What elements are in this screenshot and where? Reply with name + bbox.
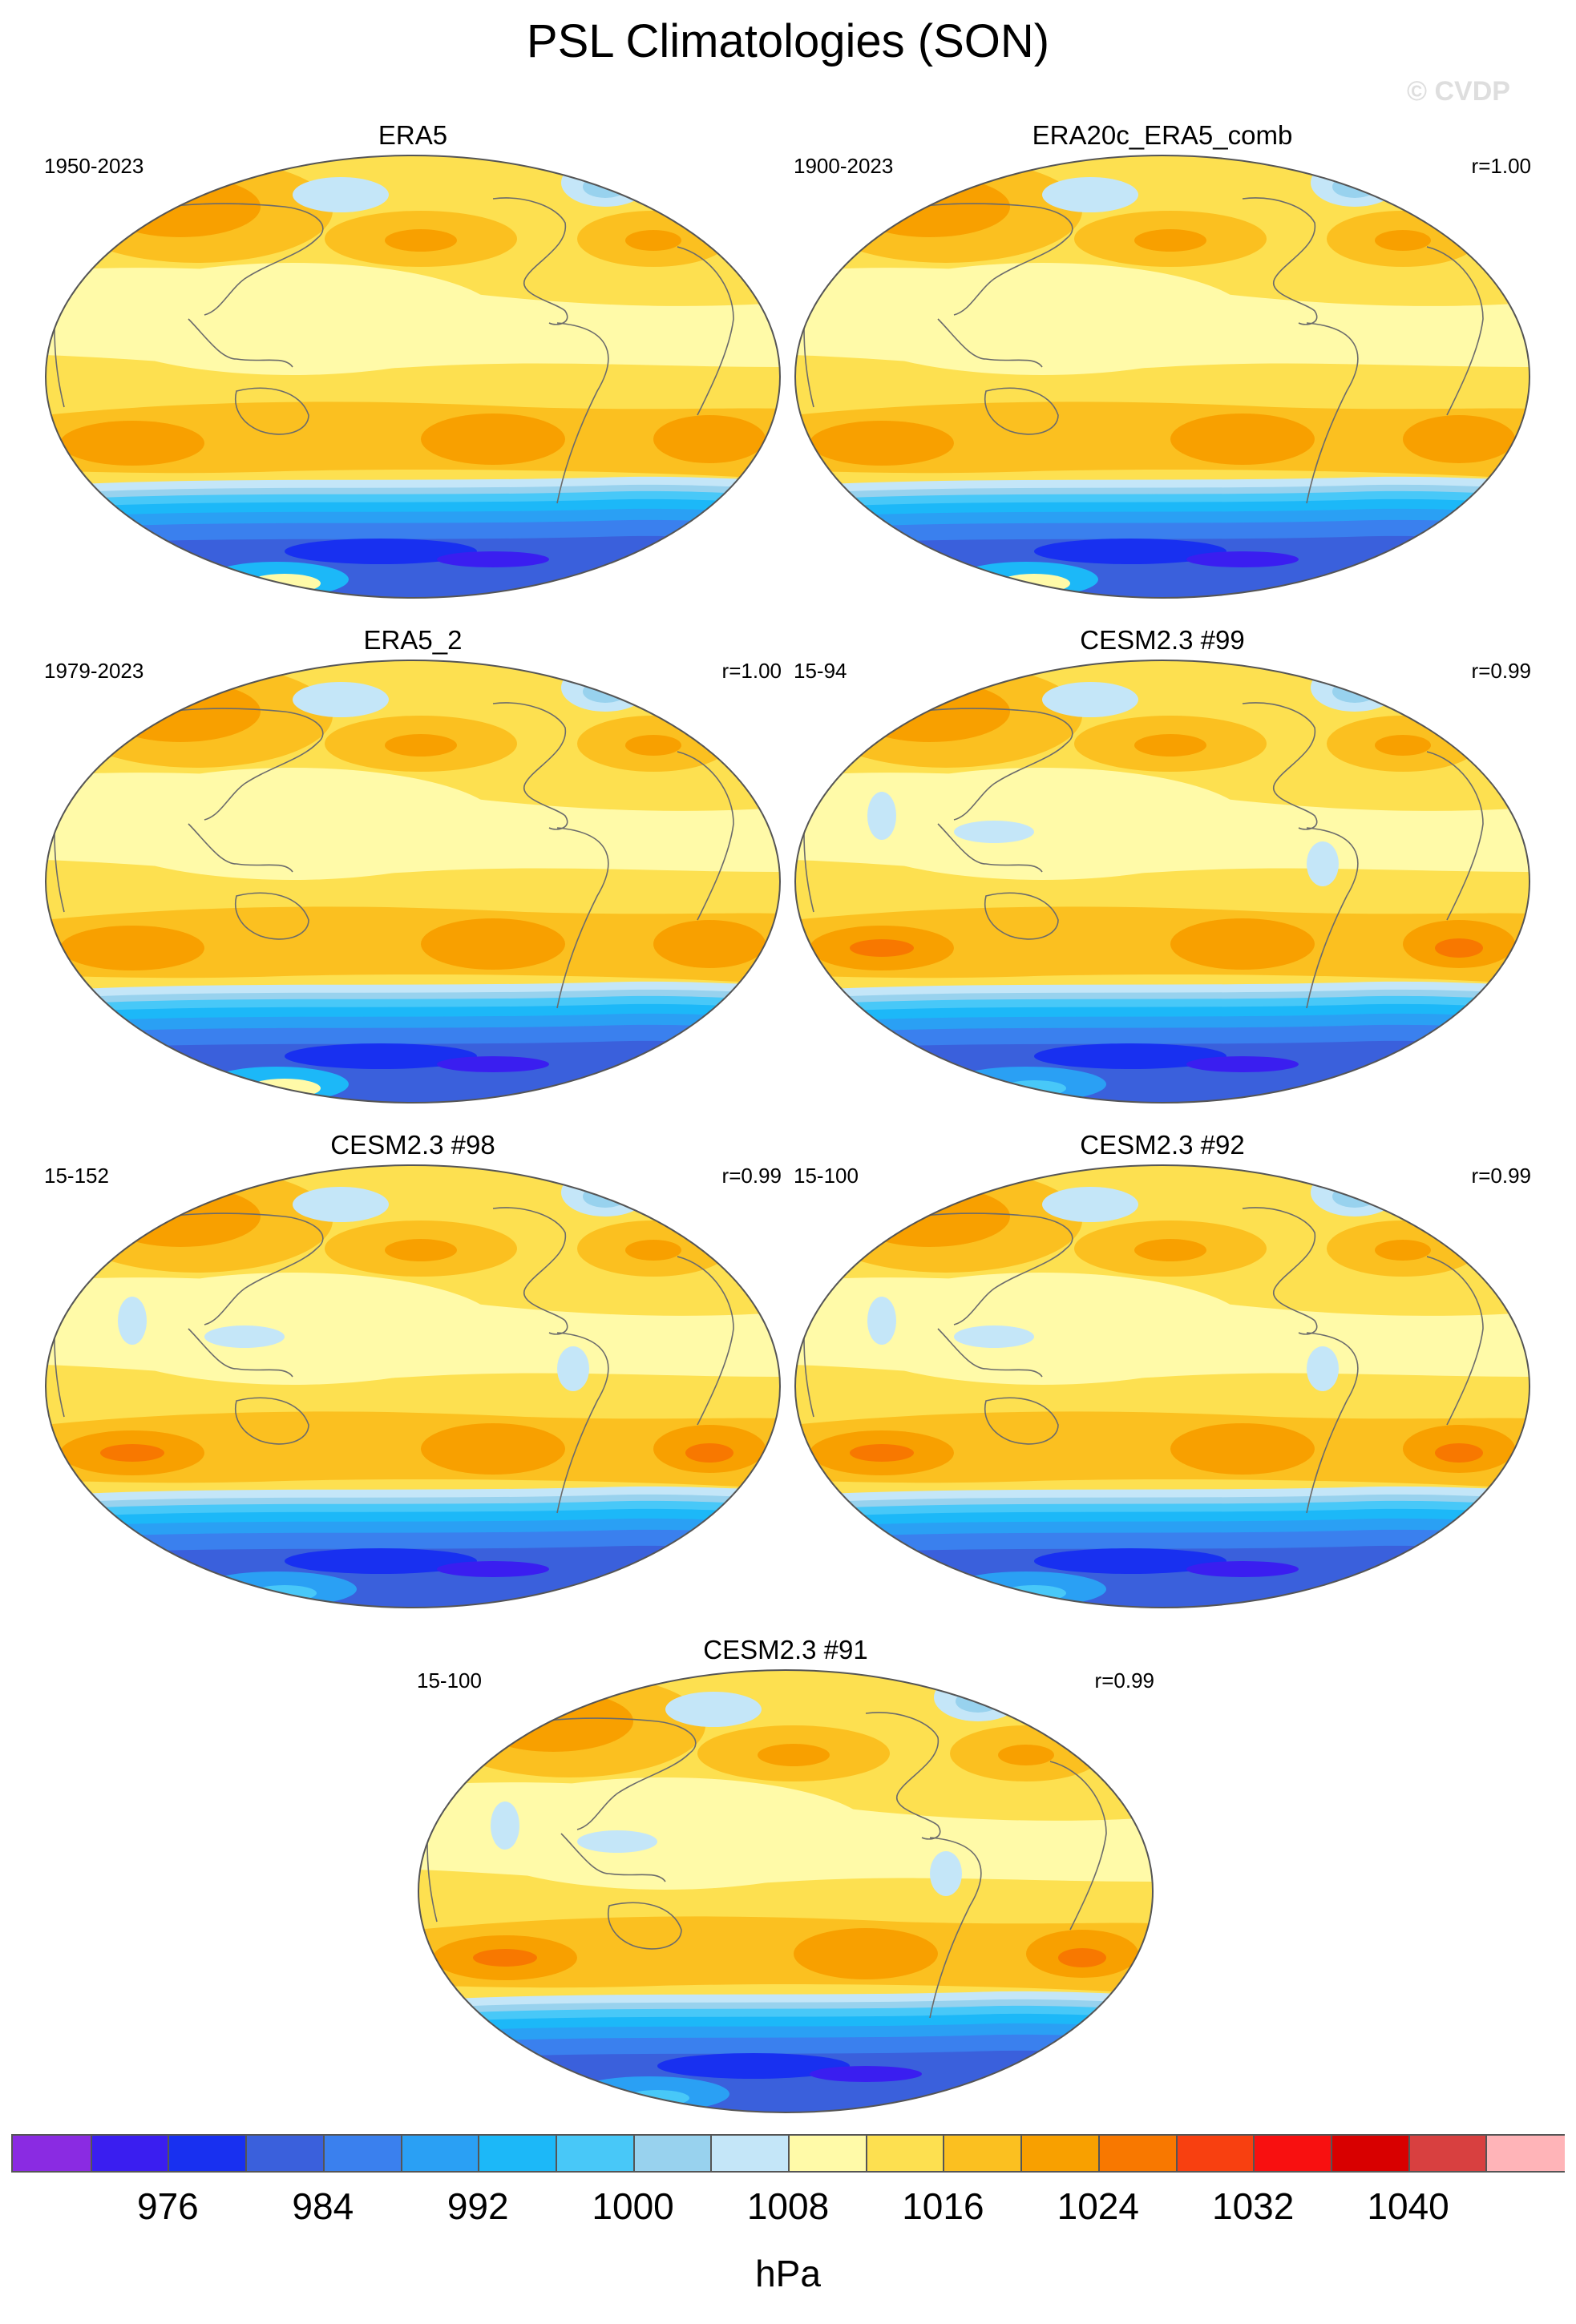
colorbar-tick-label: 1024 — [1057, 2185, 1139, 2227]
panel-period: 1979-2023 — [44, 659, 144, 683]
colorbar-tick-label: 1016 — [902, 2185, 984, 2227]
psl-map — [45, 155, 781, 599]
colorbar-segment — [168, 2136, 248, 2171]
psl-map — [794, 1164, 1530, 1608]
colorbar-segment — [245, 2136, 325, 2171]
colorbar-segment — [555, 2136, 636, 2171]
panel-correlation: r=0.99 — [1471, 659, 1531, 683]
panel-correlation: r=1.00 — [721, 659, 782, 683]
colorbar-segment — [1485, 2136, 1566, 2171]
colorbar-tick-label: 992 — [447, 2185, 509, 2227]
colorbar-segment — [943, 2136, 1023, 2171]
psl-map — [418, 1669, 1154, 2113]
panel-title: CESM2.3 #98 — [330, 1130, 495, 1160]
colorbar-segment — [400, 2136, 480, 2171]
figure-title: PSL Climatologies (SON) — [526, 15, 1050, 67]
colorbar-tick-label: 1000 — [592, 2185, 674, 2227]
colorbar-segment — [322, 2136, 402, 2171]
colorbar-segment — [788, 2136, 868, 2171]
colorbar-segment — [710, 2136, 790, 2171]
panel-title: ERA5_2 — [363, 625, 463, 655]
panel-title: CESM2.3 #91 — [703, 1635, 868, 1664]
psl-map — [45, 660, 781, 1103]
panel-period: 15-94 — [794, 659, 847, 683]
panel-title: CESM2.3 #92 — [1080, 1130, 1245, 1160]
map-panel: CESM2.3 #99 15-94 r=0.99 — [794, 625, 1531, 1106]
panel-correlation: r=0.99 — [1094, 1668, 1154, 1693]
colorbar-segment — [865, 2136, 945, 2171]
colorbar-tick-label: 1008 — [746, 2185, 830, 2227]
colorbar-segment — [1020, 2136, 1101, 2171]
colorbar-segment — [1175, 2136, 1255, 2171]
colorbar-segment — [1097, 2136, 1178, 2171]
colorbar-segment — [1253, 2136, 1333, 2171]
colorbar-units: hPa — [755, 2253, 821, 2294]
map-panel: CESM2.3 #91 15-100 r=0.99 — [417, 1635, 1154, 2116]
map-panel: ERA5 1950-2023 — [44, 120, 782, 601]
colorbar-tick-label: 1032 — [1212, 2185, 1295, 2227]
map-panel: CESM2.3 #98 15-152 r=0.99 — [44, 1130, 782, 1611]
map-panel: ERA20c_ERA5_comb 1900-2023 r=1.00 — [794, 120, 1531, 601]
colorbar-segment — [90, 2136, 170, 2171]
colorbar-segment — [478, 2136, 558, 2171]
psl-map — [794, 155, 1530, 599]
psl-map — [794, 660, 1530, 1103]
panel-title: CESM2.3 #99 — [1080, 625, 1245, 655]
psl-map — [45, 1164, 781, 1608]
map-panel: CESM2.3 #92 15-100 r=0.99 — [794, 1130, 1531, 1611]
panel-period: 1900-2023 — [794, 154, 894, 178]
panel-period: 15-152 — [44, 1164, 109, 1188]
colorbar-tick-label: 984 — [292, 2185, 354, 2227]
colorbar-segment — [1330, 2136, 1411, 2171]
map-panel: ERA5_2 1979-2023 r=1.00 — [44, 625, 782, 1106]
colorbar — [11, 2134, 1566, 2173]
panel-correlation: r=1.00 — [1471, 154, 1531, 178]
colorbar-tick-label: 1040 — [1367, 2185, 1449, 2227]
colorbar-segment — [632, 2136, 713, 2171]
colorbar-tick-label: 976 — [137, 2185, 199, 2227]
panel-title: ERA5 — [378, 120, 448, 150]
watermark: © CVDP — [1407, 76, 1510, 107]
panel-period: 15-100 — [794, 1164, 859, 1188]
colorbar-segment — [1408, 2136, 1488, 2171]
panel-period: 1950-2023 — [44, 154, 144, 178]
colorbar-segment — [13, 2136, 91, 2171]
panel-correlation: r=0.99 — [721, 1164, 782, 1188]
panel-title: ERA20c_ERA5_comb — [1032, 120, 1293, 150]
panel-period: 15-100 — [417, 1668, 482, 1693]
panel-correlation: r=0.99 — [1471, 1164, 1531, 1188]
